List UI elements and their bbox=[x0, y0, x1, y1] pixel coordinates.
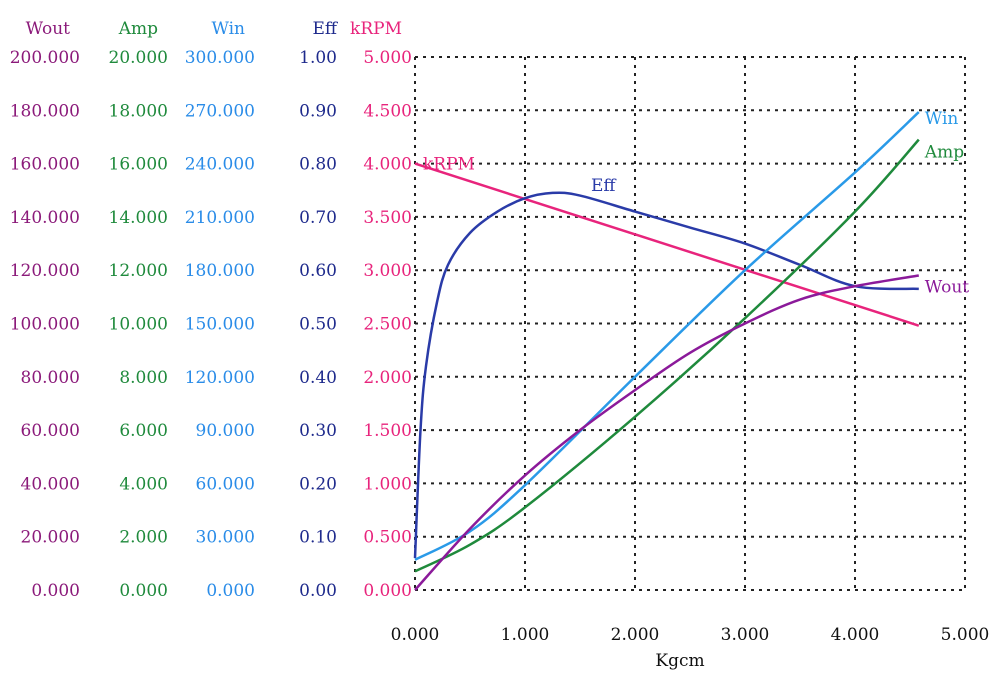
y-tick-label-eff: 1.00 bbox=[299, 48, 337, 68]
x-tick-label: 2.000 bbox=[611, 625, 660, 645]
y-tick-label-krpm: 4.500 bbox=[363, 101, 412, 121]
y-tick-label-wout: 0.000 bbox=[31, 581, 80, 601]
y-tick-label-krpm: 0.000 bbox=[363, 581, 412, 601]
y-tick-label-win: 90.000 bbox=[196, 421, 255, 441]
y-tick-label-wout: 100.000 bbox=[10, 315, 80, 335]
y-tick-label-krpm: 1.000 bbox=[363, 474, 412, 494]
x-tick-label: 5.000 bbox=[941, 625, 990, 645]
y-tick-label-eff: 0.70 bbox=[299, 208, 337, 228]
y-tick-label-eff: 0.40 bbox=[299, 368, 337, 388]
x-axis: 0.000 1.000 2.000 3.000 4.000 5.000 bbox=[391, 625, 990, 645]
series-line-win bbox=[414, 111, 920, 561]
y-tick-label-eff: 0.20 bbox=[299, 474, 337, 494]
y-tick-label-krpm: 3.500 bbox=[363, 208, 412, 228]
series-line-wout bbox=[414, 274, 920, 591]
y-tick-label-amp: 0.000 bbox=[119, 581, 168, 601]
y-tick-label-wout: 120.000 bbox=[10, 261, 80, 281]
y-tick-label-amp: 10.000 bbox=[109, 315, 168, 335]
y-tick-label-eff: 0.60 bbox=[299, 261, 337, 281]
y-tick-label-amp: 12.000 bbox=[109, 261, 168, 281]
series-label-wout: Wout bbox=[925, 278, 970, 298]
y-tick-label-amp: 16.000 bbox=[109, 155, 168, 175]
y-tick-label-win: 270.000 bbox=[185, 101, 255, 121]
y-tick-label-wout: 200.000 bbox=[10, 48, 80, 68]
y-tick-label-eff: 0.30 bbox=[299, 421, 337, 441]
y-tick-label-wout: 40.000 bbox=[21, 474, 80, 494]
y-axis-title-amp: Amp bbox=[118, 19, 158, 39]
x-tick-label: 4.000 bbox=[831, 625, 880, 645]
y-axis-title-win: Win bbox=[211, 19, 245, 39]
y-tick-label-win: 0.000 bbox=[206, 581, 255, 601]
y-tick-label-win: 60.000 bbox=[196, 474, 255, 494]
y-tick-label-amp: 18.000 bbox=[109, 101, 168, 121]
y-tick-label-krpm: 4.000 bbox=[363, 155, 412, 175]
y-tick-label-win: 180.000 bbox=[185, 261, 255, 281]
series-line-eff bbox=[413, 191, 919, 559]
y-tick-label-amp: 14.000 bbox=[109, 208, 168, 228]
series-label-win: Win bbox=[925, 109, 959, 129]
y-tick-label-wout: 140.000 bbox=[10, 208, 80, 228]
y-tick-label-amp: 2.000 bbox=[119, 528, 168, 548]
y-tick-label-krpm: 0.500 bbox=[363, 528, 412, 548]
y-tick-label-eff: 0.80 bbox=[299, 155, 337, 175]
y-tick-label-win: 210.000 bbox=[185, 208, 255, 228]
y-axis-title-wout: Wout bbox=[26, 19, 71, 39]
y-tick-label-win: 120.000 bbox=[185, 368, 255, 388]
y-axis-title-eff: Eff bbox=[313, 19, 339, 39]
y-tick-label-eff: 0.50 bbox=[299, 315, 337, 335]
y-tick-label-eff: 0.90 bbox=[299, 101, 337, 121]
y-tick-label-amp: 20.000 bbox=[109, 48, 168, 68]
y-tick-label-amp: 6.000 bbox=[119, 421, 168, 441]
x-tick-label: 0.000 bbox=[391, 625, 440, 645]
y-tick-label-amp: 4.000 bbox=[119, 474, 168, 494]
x-axis-title: Kgcm bbox=[655, 651, 704, 671]
y-tick-label-krpm: 3.000 bbox=[363, 261, 412, 281]
y-tick-label-wout: 80.000 bbox=[21, 368, 80, 388]
series-label-krpm: kRPM bbox=[423, 155, 475, 175]
y-tick-label-wout: 180.000 bbox=[10, 101, 80, 121]
y-tick-label-wout: 60.000 bbox=[21, 421, 80, 441]
y-tick-label-krpm: 5.000 bbox=[363, 48, 412, 68]
y-tick-label-win: 240.000 bbox=[185, 155, 255, 175]
y-tick-label-amp: 8.000 bbox=[119, 368, 168, 388]
y-tick-label-win: 300.000 bbox=[185, 48, 255, 68]
y-tick-label-wout: 20.000 bbox=[21, 528, 80, 548]
y-tick-label-krpm: 2.500 bbox=[363, 315, 412, 335]
y-tick-label-win: 30.000 bbox=[196, 528, 255, 548]
series: kRPM Eff Amp Win Wout bbox=[413, 109, 970, 591]
y-tick-label-eff: 0.00 bbox=[299, 581, 337, 601]
y-tick-label-krpm: 1.500 bbox=[363, 421, 412, 441]
grid bbox=[414, 56, 966, 591]
y-tick-label-wout: 160.000 bbox=[10, 155, 80, 175]
y-tick-label-eff: 0.10 bbox=[299, 528, 337, 548]
y-axis-title-krpm: kRPM bbox=[350, 19, 402, 39]
x-tick-label: 1.000 bbox=[501, 625, 550, 645]
y-tick-label-krpm: 2.000 bbox=[363, 368, 412, 388]
series-label-eff: Eff bbox=[591, 176, 617, 196]
series-line-amp bbox=[414, 138, 920, 573]
x-tick-label: 3.000 bbox=[721, 625, 770, 645]
series-line-krpm bbox=[414, 162, 920, 327]
y-axes: Wout 0.000 20.000 40.000 60.000 80.000 100.000… bbox=[10, 19, 412, 601]
y-tick-label-win: 150.000 bbox=[185, 315, 255, 335]
series-label-amp: Amp bbox=[924, 143, 964, 163]
